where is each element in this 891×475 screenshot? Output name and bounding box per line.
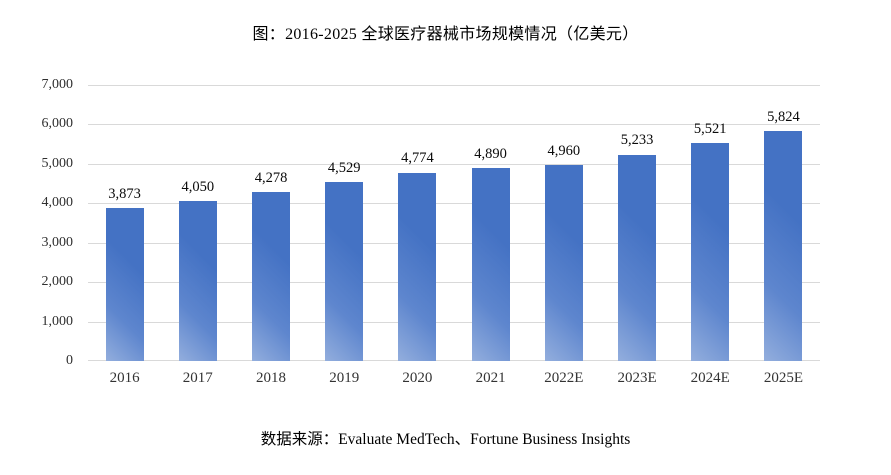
y-axis: 7,000 6,000 5,000 4,000 3,000 2,000 1,000 0	[0, 78, 74, 368]
x-tick-label: 2018	[256, 370, 286, 386]
bar-2016	[105, 208, 144, 361]
x-tick-label: 2019	[329, 370, 360, 386]
bar-value-label: 3,873	[108, 185, 141, 202]
y-tick-label: 2,000	[41, 274, 74, 290]
bar-2018	[251, 192, 291, 361]
bar-value-label: 4,278	[254, 169, 288, 186]
x-axis: 2016 2017 2018 2019 2020 2021 2022E 2023E 2024E 2…	[88, 369, 820, 387]
bar-cell: 4,774	[381, 85, 454, 361]
x-tick-label: 2020	[402, 370, 433, 386]
source-note: 数据来源：Evaluate MedTech、Fortune Business I…	[260, 431, 631, 448]
gridline	[88, 242, 820, 244]
gridline	[88, 203, 820, 205]
gridline	[88, 282, 820, 284]
bar-value-label: 4,774	[401, 150, 434, 167]
x-tick-label: 2024E	[690, 370, 730, 386]
bar-value-label: 4,890	[474, 145, 507, 162]
y-tick-label: 7,000	[41, 77, 74, 92]
bar-cell: 4,529	[308, 85, 381, 361]
bar-value-label: 4,529	[327, 159, 361, 176]
gridline	[88, 163, 820, 165]
x-tick-label: 2022E	[544, 370, 584, 386]
bar-2023E	[617, 154, 657, 361]
bar-2025E	[764, 131, 803, 361]
x-tick-label: 2021	[475, 370, 506, 386]
bar-2021	[471, 168, 510, 361]
bar-value-label: 5,233	[620, 132, 654, 149]
bars-row: 3,873 4,050 4,278 4,529 4,774 4,890 4,960 5,233…	[88, 85, 820, 361]
bar-value-label: 4,050	[181, 178, 215, 195]
bar-cell: 5,824	[747, 85, 820, 361]
y-tick-label: 0	[66, 353, 73, 368]
x-tick-label: 2023E	[617, 370, 657, 386]
bar-value-label: 5,824	[767, 108, 800, 125]
gridline	[88, 321, 820, 323]
bar-2024E	[691, 143, 730, 361]
y-tick-label: 5,000	[41, 155, 74, 171]
bar-value-label: 5,521	[693, 120, 727, 137]
chart-title: 图：2016-2025 全球医疗器械市场规模情况（亿美元）	[252, 26, 639, 43]
bar-cell: 4,278	[234, 85, 307, 361]
bar-2022E	[544, 165, 583, 361]
plot-area: 3,873 4,050 4,278 4,529 4,774 4,890 4,960 5,233…	[88, 85, 820, 361]
x-tick-label: 2016	[109, 370, 140, 386]
bar-2020	[398, 172, 437, 361]
gridline	[88, 124, 820, 126]
x-tick-label: 2025E	[763, 370, 804, 386]
gridline	[88, 85, 820, 86]
bar-cell: 3,873	[88, 85, 161, 361]
bar-cell: 4,050	[161, 85, 234, 361]
bar-cell: 5,521	[674, 85, 747, 361]
bar-cell: 5,233	[600, 85, 673, 361]
y-tick-label: 6,000	[41, 116, 74, 132]
bar-cell: 4,960	[527, 85, 600, 361]
gridline	[88, 360, 820, 361]
y-tick-label: 3,000	[41, 234, 74, 250]
y-tick-label: 4,000	[41, 195, 74, 211]
x-tick-label: 2017	[182, 370, 213, 386]
bar-2017	[178, 201, 217, 361]
y-tick-label: 1,000	[41, 313, 74, 329]
bar-2019	[325, 182, 364, 361]
bar-value-label: 4,960	[547, 142, 581, 159]
bar-cell: 4,890	[454, 85, 527, 361]
